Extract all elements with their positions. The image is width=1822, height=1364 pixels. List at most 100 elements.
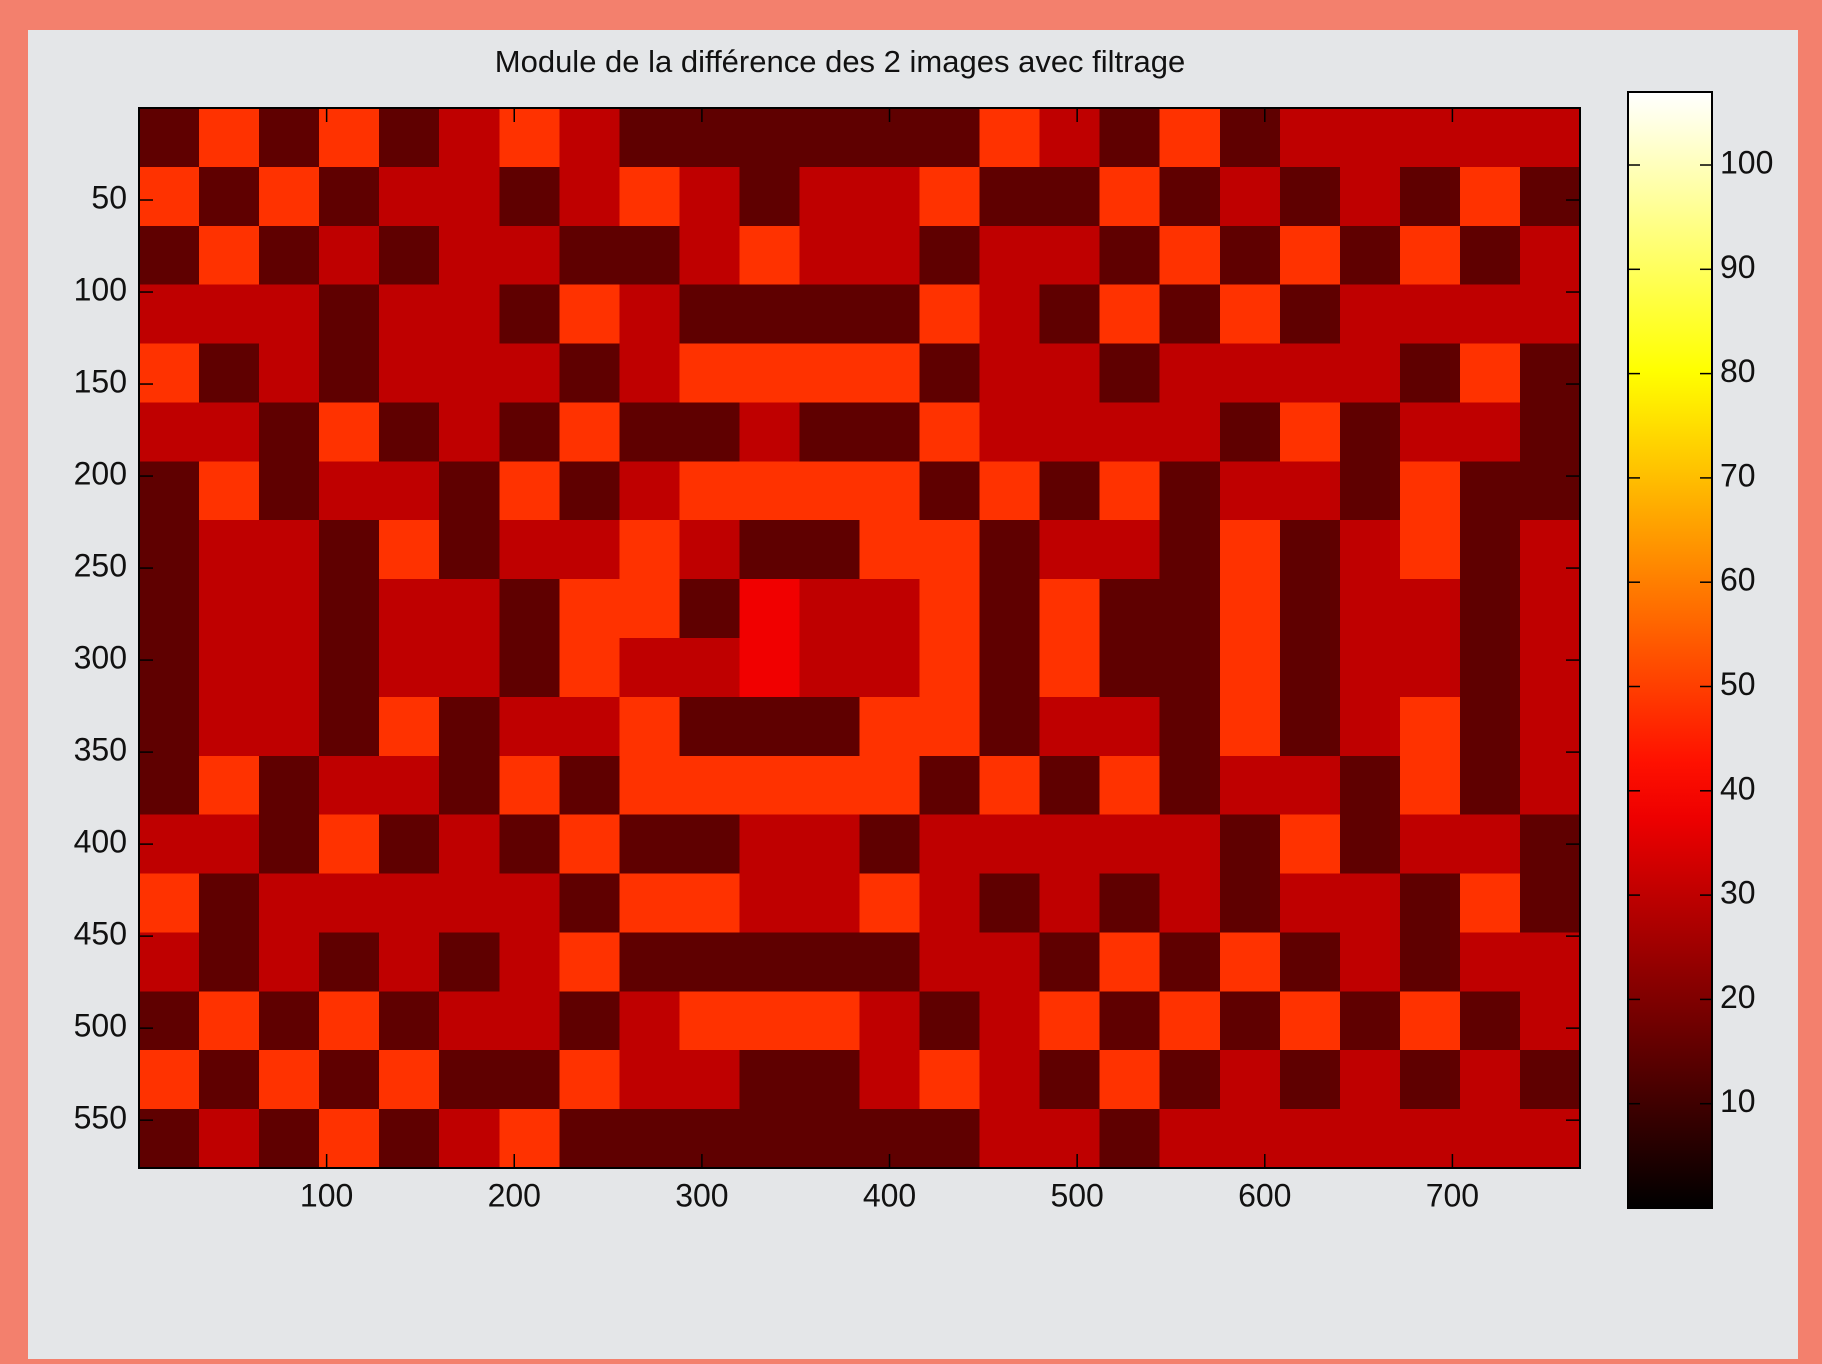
heatmap-cell <box>199 991 260 1050</box>
heatmap-cell <box>199 579 260 638</box>
heatmap-cell <box>619 344 680 403</box>
heatmap-cell <box>1340 461 1401 520</box>
heatmap-cell <box>139 756 200 815</box>
heatmap-cell <box>559 579 620 638</box>
heatmap-cell <box>559 1050 620 1109</box>
heatmap-cell <box>860 932 921 991</box>
heatmap-cell <box>1280 344 1341 403</box>
heatmap-cell <box>1220 520 1281 579</box>
heatmap-cell <box>799 344 860 403</box>
heatmap-cell <box>980 344 1041 403</box>
heatmap-cell <box>1280 991 1341 1050</box>
heatmap-cell <box>1460 285 1521 344</box>
heatmap-cell <box>1160 108 1221 167</box>
heatmap-cell <box>1460 815 1521 874</box>
heatmap-cell <box>379 756 440 815</box>
heatmap-cell <box>1520 638 1581 697</box>
heatmap-cell <box>499 815 560 874</box>
heatmap-cell <box>1040 932 1101 991</box>
heatmap-cell <box>920 991 981 1050</box>
heatmap-cell <box>980 874 1041 933</box>
heatmap-cell <box>1160 756 1221 815</box>
heatmap-cell <box>679 402 740 461</box>
heatmap-cell <box>619 461 680 520</box>
heatmap-cell <box>1400 226 1461 285</box>
heatmap-cell <box>739 1109 800 1168</box>
heatmap-cell <box>319 226 380 285</box>
heatmap-cell <box>139 520 200 579</box>
heatmap-cell <box>1340 167 1401 226</box>
heatmap-cell <box>980 1109 1041 1168</box>
heatmap-cell <box>559 991 620 1050</box>
colorbar-tick-label: 10 <box>1720 1083 1756 1119</box>
heatmap-cell <box>920 932 981 991</box>
heatmap-cell <box>1220 461 1281 520</box>
heatmap-cell <box>1160 932 1221 991</box>
heatmap-cell <box>379 402 440 461</box>
heatmap-cell <box>739 638 800 697</box>
heatmap-cell <box>679 932 740 991</box>
heatmap-cell <box>439 461 500 520</box>
heatmap-cell <box>860 285 921 344</box>
x-tick-label: 200 <box>488 1177 541 1213</box>
heatmap-cell <box>259 226 320 285</box>
heatmap-cell <box>1040 402 1101 461</box>
heatmap-cell <box>619 108 680 167</box>
heatmap-cell <box>1400 991 1461 1050</box>
heatmap-cell <box>980 461 1041 520</box>
heatmap-cell <box>319 932 380 991</box>
heatmap-cell <box>739 402 800 461</box>
heatmap-cell <box>379 932 440 991</box>
heatmap-cell <box>379 815 440 874</box>
heatmap-cell <box>1220 579 1281 638</box>
heatmap-cell <box>980 697 1041 756</box>
heatmap-cell <box>319 579 380 638</box>
x-tick-label: 300 <box>675 1177 728 1213</box>
colorbar-tick-label: 30 <box>1720 875 1756 911</box>
heatmap-cell <box>980 108 1041 167</box>
heatmap-cell <box>499 167 560 226</box>
heatmap-cell <box>799 1109 860 1168</box>
heatmap-cell <box>1160 638 1221 697</box>
heatmap-cell <box>499 697 560 756</box>
heatmap-cell <box>1280 461 1341 520</box>
heatmap-cell <box>1520 520 1581 579</box>
heatmap-cell <box>619 756 680 815</box>
y-tick-label: 250 <box>74 548 127 584</box>
heatmap-cell <box>860 226 921 285</box>
heatmap-cell <box>1340 1109 1401 1168</box>
heatmap-cell <box>799 874 860 933</box>
heatmap-cell <box>379 226 440 285</box>
heatmap-cell <box>679 226 740 285</box>
heatmap-cell <box>379 1109 440 1168</box>
heatmap-cell <box>259 1109 320 1168</box>
heatmap-cell <box>559 638 620 697</box>
heatmap-cell <box>980 638 1041 697</box>
heatmap-cell <box>1040 815 1101 874</box>
heatmap-cell <box>199 1109 260 1168</box>
heatmap-cell <box>1160 1050 1221 1109</box>
heatmap-cell <box>499 756 560 815</box>
heatmap-cell <box>619 285 680 344</box>
heatmap-cell <box>439 991 500 1050</box>
heatmap-cell <box>319 991 380 1050</box>
heatmap-cell <box>259 756 320 815</box>
heatmap-cell <box>619 1050 680 1109</box>
heatmap-cell <box>619 579 680 638</box>
heatmap-cell <box>739 874 800 933</box>
heatmap-cell <box>1520 402 1581 461</box>
heatmap-cell <box>1040 874 1101 933</box>
heatmap-cell <box>1340 226 1401 285</box>
heatmap-cell <box>259 1050 320 1109</box>
heatmap-cell <box>439 874 500 933</box>
heatmap-cell <box>619 520 680 579</box>
heatmap-cell <box>1340 108 1401 167</box>
heatmap-cell <box>679 697 740 756</box>
heatmap-cell <box>1280 815 1341 874</box>
heatmap-cell <box>139 108 200 167</box>
heatmap-cell <box>1160 579 1221 638</box>
heatmap-cell <box>619 226 680 285</box>
heatmap-cell <box>379 874 440 933</box>
heatmap-cell <box>1520 991 1581 1050</box>
heatmap-cell <box>499 932 560 991</box>
